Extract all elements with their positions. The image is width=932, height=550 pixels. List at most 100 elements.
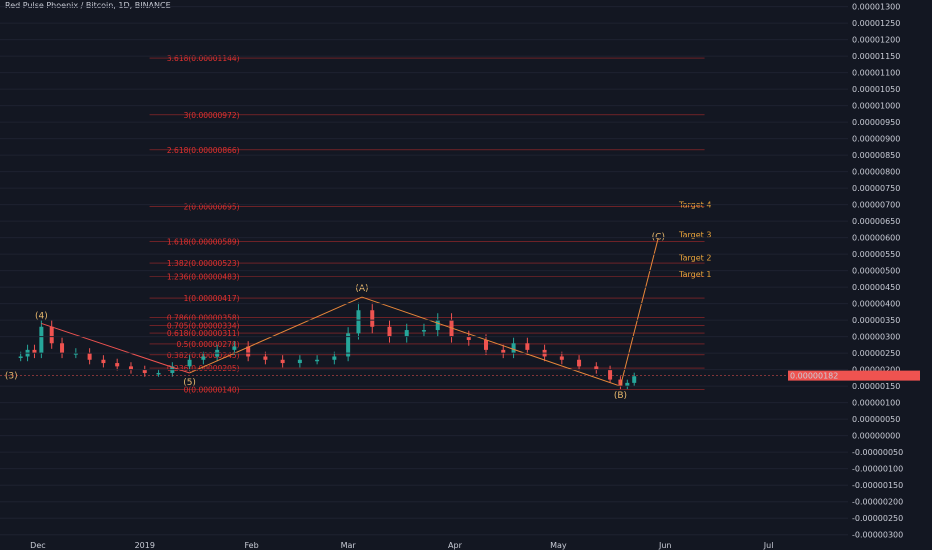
target-label: Target 3 xyxy=(678,230,711,239)
fib-level-label: 0.618(0.00000311) xyxy=(167,329,240,338)
wave-line xyxy=(41,322,190,374)
price-axis-tick: 0.00001000 xyxy=(852,102,900,111)
fib-level-label: 1.236(0.00000483) xyxy=(167,272,240,281)
current-price-tag xyxy=(788,370,920,381)
price-axis-tick: 0.00000000 xyxy=(852,432,900,441)
candle-body xyxy=(315,359,320,362)
price-axis-tick: 0.00000200 xyxy=(852,366,900,375)
candle-body xyxy=(73,353,78,355)
wave-line xyxy=(619,237,659,387)
price-axis-tick: 0.00000300 xyxy=(852,333,900,342)
candle-body xyxy=(115,363,120,367)
candle-body xyxy=(387,326,392,337)
candle-body xyxy=(18,356,23,358)
candle-body xyxy=(421,330,426,332)
price-axis-tick: 0.00000900 xyxy=(852,135,900,144)
price-axis-tick: -0.00000150 xyxy=(852,481,903,490)
chart-title: Red Pulse Phoenix / Bitcoin, 1D, BINANCE xyxy=(5,1,171,10)
price-axis-tick: 0.00001050 xyxy=(852,85,900,94)
price-axis-tick: 0.00000800 xyxy=(852,168,900,177)
price-axis-tick: 0.00000100 xyxy=(852,399,900,408)
candle-body xyxy=(625,382,630,387)
candle-body xyxy=(87,353,92,360)
candle-body xyxy=(49,326,54,344)
candle-body xyxy=(187,359,192,367)
price-axis-tick: 0.00000450 xyxy=(852,283,900,292)
price-axis-tick: 0.00001150 xyxy=(852,52,900,61)
candle-body xyxy=(101,359,106,364)
price-axis-tick: 0.00000950 xyxy=(852,118,900,127)
candle-body xyxy=(332,356,337,360)
price-axis-tick: 0.00000700 xyxy=(852,201,900,210)
wave-label: (B) xyxy=(614,391,627,401)
candle-body xyxy=(201,356,206,360)
price-axis-tick: 0.00000350 xyxy=(852,316,900,325)
candle-body xyxy=(297,359,302,364)
wave-line xyxy=(189,296,363,374)
price-axis-tick: 0.00001300 xyxy=(852,3,900,12)
current-price-label: 0.00000182 xyxy=(790,372,838,381)
price-axis-tick: 0.00000500 xyxy=(852,267,900,276)
fib-level-label: 3.618(0.00001144) xyxy=(167,54,240,63)
time-axis-tick: Dec xyxy=(30,541,45,550)
price-axis-tick: 0.00000050 xyxy=(852,415,900,424)
price-axis-tick: 0.00001100 xyxy=(852,69,900,78)
time-axis-tick: May xyxy=(550,541,567,550)
candle-body xyxy=(501,349,506,354)
candle-body xyxy=(370,310,375,327)
candle-body xyxy=(466,336,471,340)
price-axis-tick: 0.00000650 xyxy=(852,217,900,226)
candle-body xyxy=(525,343,530,350)
price-axis-tick: -0.00000050 xyxy=(852,448,903,457)
wave-label: (3) xyxy=(5,371,18,381)
candle-body xyxy=(128,366,133,370)
price-axis-tick: -0.00000200 xyxy=(852,498,903,507)
price-axis-tick: 0.00000150 xyxy=(852,382,900,391)
candle-body xyxy=(356,310,361,334)
wave-line xyxy=(361,296,621,387)
price-axis-tick: -0.00000300 xyxy=(852,531,903,540)
price-axis-tick: 0.00000250 xyxy=(852,349,900,358)
candle-body xyxy=(435,320,440,331)
fib-level-label: 0.5(0.00000278) xyxy=(176,340,239,349)
fib-level-label: 1.618(0.00000589) xyxy=(167,237,240,246)
candle-body xyxy=(618,379,623,387)
price-axis-tick: -0.00000100 xyxy=(852,465,903,474)
candle-body xyxy=(632,376,637,383)
time-axis-tick: Jul xyxy=(763,541,774,550)
wave-label: (A) xyxy=(355,284,368,294)
candle-body xyxy=(142,369,147,373)
time-axis-tick: Jun xyxy=(658,541,672,550)
candle-body xyxy=(559,356,564,360)
fib-level-label: 1.382(0.00000523) xyxy=(167,259,240,268)
price-axis-tick: 0.00000850 xyxy=(852,151,900,160)
price-axis-tick: -0.00000250 xyxy=(852,514,903,523)
price-axis-tick: 0.00001250 xyxy=(852,19,900,28)
candle-body xyxy=(32,349,37,354)
candle-body xyxy=(404,330,409,337)
time-axis-tick: Mar xyxy=(341,541,357,550)
target-label: Target 2 xyxy=(678,253,711,262)
candle-body xyxy=(511,343,516,354)
price-axis-tick: 0.00000550 xyxy=(852,250,900,259)
wave-label: (5) xyxy=(183,378,196,388)
price-axis-tick: 0.00001200 xyxy=(852,36,900,45)
candle-body xyxy=(280,359,285,364)
candle-body xyxy=(263,356,268,360)
candle-body xyxy=(60,343,65,354)
price-axis-tick: 0.00000400 xyxy=(852,300,900,309)
fib-level-label: 0.236(0.00000205) xyxy=(167,364,240,373)
candle-body xyxy=(346,333,351,357)
wave-label: (4) xyxy=(35,311,48,321)
candle-body xyxy=(246,346,251,357)
fib-level-label: 2(0.00000695) xyxy=(184,202,240,211)
price-axis-tick: 0.00000750 xyxy=(852,184,900,193)
fib-level-label: 3(0.00000972) xyxy=(184,111,240,120)
candle-body xyxy=(484,339,488,350)
price-axis-tick: 0.00000600 xyxy=(852,234,900,243)
target-label: Target 1 xyxy=(678,270,711,279)
fib-level-label: 2.618(0.00000866) xyxy=(167,146,240,155)
candle-body xyxy=(577,359,582,367)
candle-body xyxy=(156,372,161,375)
